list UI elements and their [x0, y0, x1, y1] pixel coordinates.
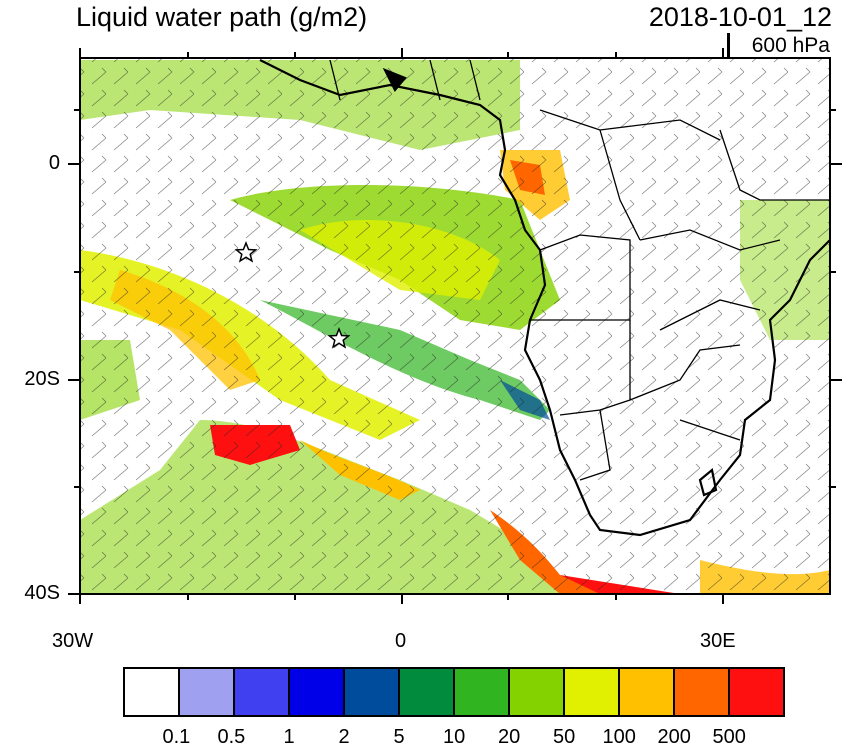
colorbar: [123, 667, 785, 717]
colorbar-swatch: [508, 667, 565, 717]
colorbar-tick-label: 0.1: [162, 726, 191, 748]
colorbar-swatch: [178, 667, 235, 717]
pressure-level: 600 hPa: [751, 34, 830, 57]
star-marker: [327, 326, 351, 349]
colorbar-swatch: [123, 667, 180, 717]
y-axis-label: 40S: [24, 582, 60, 604]
y-axis-label: 0: [48, 152, 60, 174]
x-axis-label: 0: [395, 630, 407, 652]
level-tick: [727, 33, 730, 57]
colorbar-swatch: [233, 667, 290, 717]
colorbar-swatch: [453, 667, 510, 717]
x-axis-label: 30E: [700, 630, 736, 652]
colorbar-tick-label: 200: [657, 726, 691, 748]
coastlines: [259, 59, 830, 537]
colorbar-tick-label: 10: [443, 726, 466, 748]
map-title: Liquid water path (g/m2): [76, 2, 368, 32]
country-borders: [329, 59, 830, 481]
x-axis-label: 30W: [52, 630, 94, 652]
wind-barbs: [80, 58, 830, 594]
colorbar-swatch: [728, 667, 785, 717]
colorbar-swatch: [343, 667, 400, 717]
colorbar-tick-label: 500: [712, 726, 746, 748]
colorbar-swatch: [618, 667, 675, 717]
star-marker: [234, 240, 258, 263]
colorbar-tick-label: 1: [283, 726, 295, 748]
plot-frame: [68, 48, 842, 604]
colorbar-tick-label: 100: [602, 726, 636, 748]
colorbar-swatch: [288, 667, 345, 717]
colorbar-tick-label: 20: [498, 726, 521, 748]
y-axis-label: 20S: [24, 368, 60, 390]
colorbar-tick-label: 2: [338, 726, 350, 748]
colorbar-swatch: [563, 667, 620, 717]
colorbar-swatch: [398, 667, 455, 717]
colorbar-tick-label: 0.5: [217, 726, 246, 748]
colorbar-tick-label: 50: [553, 726, 576, 748]
colorbar-tick-label: 5: [393, 726, 405, 748]
colorbar-swatch: [673, 667, 730, 717]
map-datetime: 2018-10-01_12: [648, 2, 832, 32]
